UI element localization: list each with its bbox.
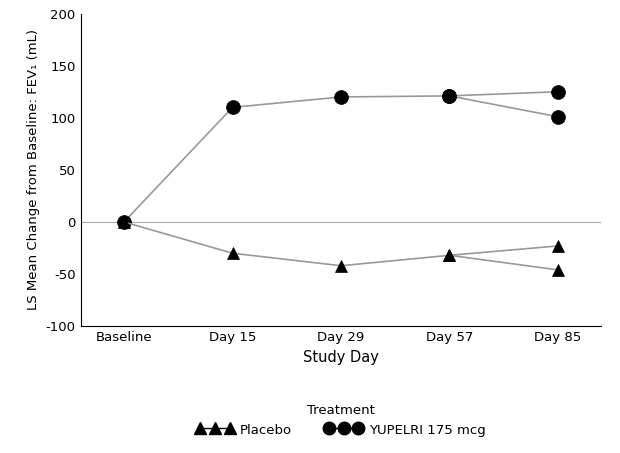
Y-axis label: LS Mean Change from Baseline: FEV₁ (mL): LS Mean Change from Baseline: FEV₁ (mL): [27, 29, 40, 310]
X-axis label: Study Day: Study Day: [303, 350, 379, 365]
Legend: Placebo, YUPELRI 175 mcg: Placebo, YUPELRI 175 mcg: [191, 398, 491, 442]
